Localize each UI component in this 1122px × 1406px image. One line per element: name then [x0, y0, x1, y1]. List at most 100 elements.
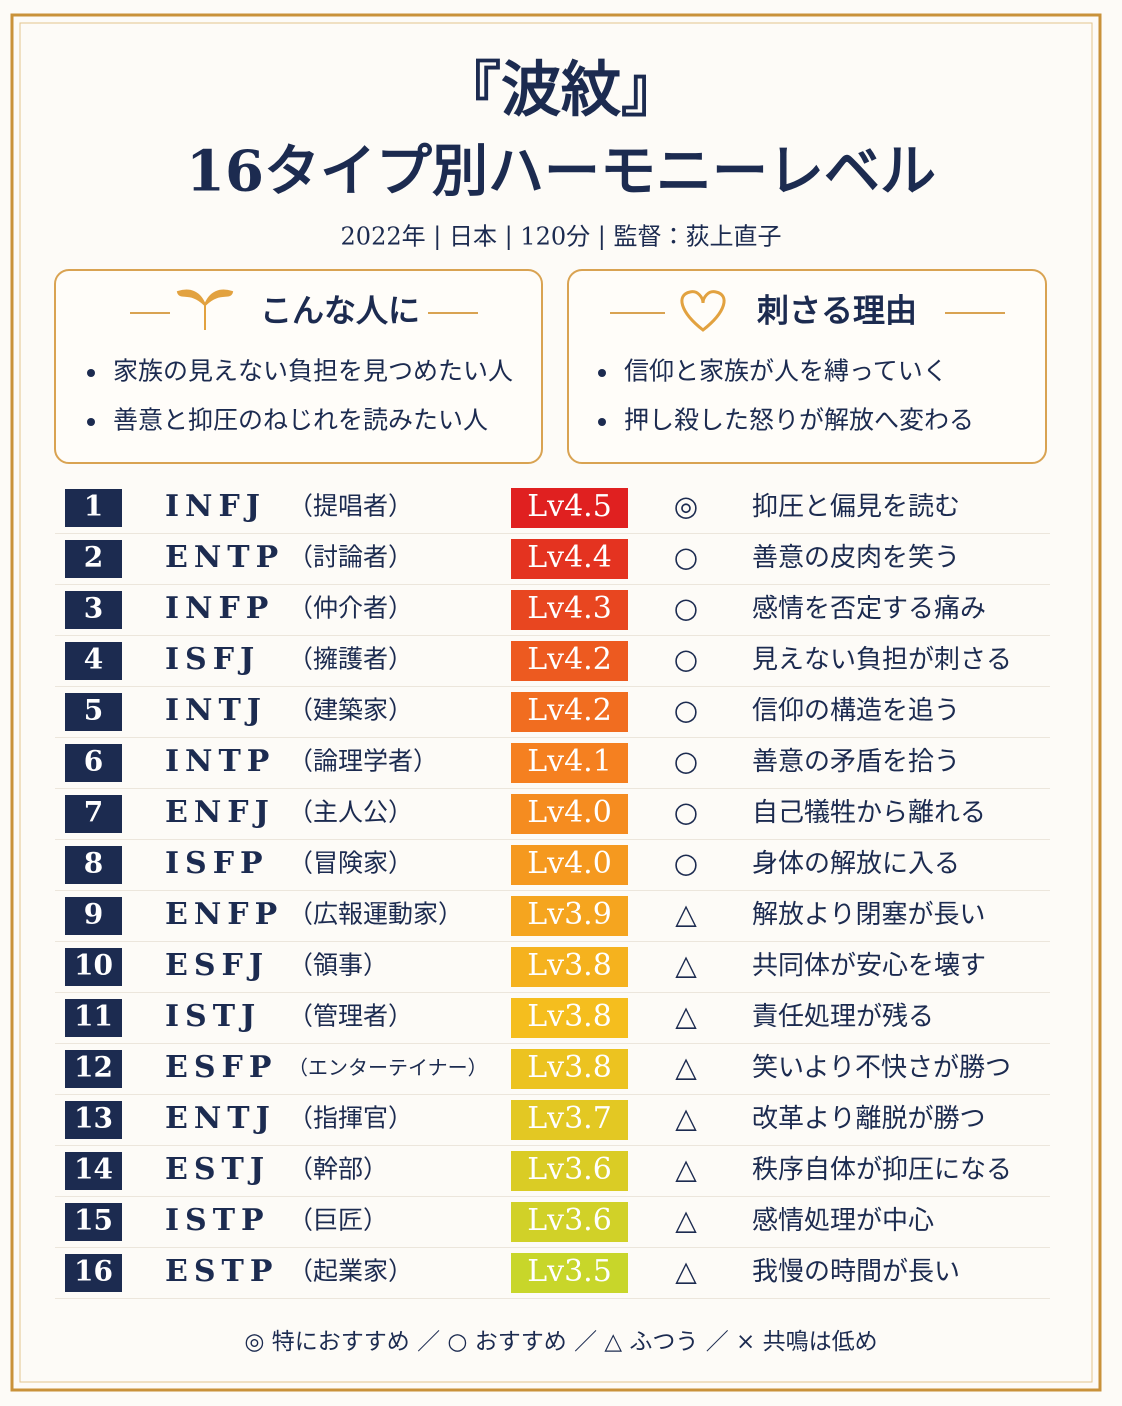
rank-badge	[65, 897, 122, 935]
mark: ○	[674, 541, 698, 574]
type-role: （領事）	[288, 951, 388, 980]
level: Lv3.9	[527, 897, 612, 932]
type-code: INTJ	[165, 693, 267, 728]
level-badge	[511, 692, 628, 732]
level: Lv3.6	[527, 1203, 612, 1238]
box	[54, 269, 543, 464]
mark: △	[675, 1051, 697, 1084]
level-badge	[511, 539, 628, 579]
mark: ◎	[674, 490, 698, 523]
rank-badge	[65, 1101, 122, 1139]
box-item: 家族の見えない負担を見つめたい人	[113, 357, 513, 386]
box-item: 善意と抑圧のねじれを読みたい人	[113, 406, 488, 435]
comment: 信仰の構造を追う	[752, 696, 960, 726]
box-heading: 刺さる理由	[757, 292, 917, 330]
comment: 抑圧と偏見を読む	[752, 492, 960, 522]
type-role: （仲介者）	[288, 594, 413, 623]
rank-badge	[65, 744, 122, 782]
level: Lv3.8	[527, 948, 612, 983]
type-role: （擁護者）	[288, 645, 413, 674]
level: Lv4.2	[527, 693, 612, 728]
rank: 1	[84, 490, 103, 523]
type-role: （主人公）	[288, 798, 413, 827]
level-badge	[511, 743, 628, 783]
box-item: 信仰と家族が人を縛っていく	[624, 357, 948, 386]
type-code: INTP	[165, 744, 275, 779]
type-code: ENFP	[165, 897, 283, 932]
type-code: ENTP	[165, 540, 284, 575]
rank-badge	[65, 948, 122, 986]
rank: 6	[84, 745, 103, 778]
rank-badge	[65, 1152, 122, 1190]
mark: △	[675, 1000, 697, 1033]
type-code: ISFJ	[165, 642, 260, 677]
type-code: ISTJ	[165, 999, 261, 1034]
type-code: ESTJ	[165, 1152, 270, 1187]
rank: 11	[74, 1000, 113, 1033]
rank-badge	[65, 1254, 122, 1292]
level-badge	[511, 1202, 628, 1242]
comment: 感情を否定する痛み	[752, 594, 986, 624]
type-code: INFJ	[165, 489, 266, 524]
type-role: （幹部）	[288, 1155, 388, 1184]
rank-badge	[65, 999, 122, 1037]
level: Lv4.1	[527, 744, 612, 779]
frame	[10, 13, 1102, 1392]
box	[567, 269, 1047, 464]
rank: 4	[84, 643, 103, 676]
type-code: ENFJ	[165, 795, 275, 830]
rank: 10	[74, 949, 113, 982]
mark: ○	[674, 643, 698, 676]
rank: 8	[84, 847, 103, 880]
frame-inner	[19, 22, 1093, 1383]
rank-badge	[65, 540, 122, 578]
comment: 見えない負担が刺さる	[752, 645, 1012, 675]
level: Lv4.2	[527, 642, 612, 677]
level-badge	[511, 1151, 628, 1191]
level-badge	[511, 896, 628, 936]
type-role: （冒険家）	[288, 849, 413, 878]
mark: ○	[674, 694, 698, 727]
heart-icon	[680, 290, 726, 332]
level: Lv4.0	[527, 846, 612, 881]
comment: 改革より離脱が勝つ	[752, 1104, 985, 1134]
sprout-icon	[176, 289, 234, 330]
legend: ◎ 特におすすめ ／ ○ おすすめ ／ △ ふつう ／ × 共鳴は低め	[244, 1329, 877, 1355]
comment: 笑いより不快さが勝つ	[752, 1053, 1011, 1083]
mark: ○	[674, 592, 698, 625]
title: 『波紋』	[441, 56, 681, 126]
type-role: （討論者）	[288, 543, 413, 572]
level: Lv3.8	[527, 999, 612, 1034]
type-role: （巨匠）	[288, 1206, 388, 1235]
type-role: （広報運動家）	[288, 900, 463, 929]
type-code: ENTJ	[165, 1101, 276, 1136]
mark: △	[675, 1102, 697, 1135]
level-badge	[511, 845, 628, 885]
level: Lv3.6	[527, 1152, 612, 1187]
rank-badge	[65, 846, 122, 884]
comment: 責任処理が残る	[752, 1002, 934, 1032]
mark: △	[675, 898, 697, 931]
box-item: 押し殺した怒りが解放へ変わる	[624, 406, 974, 435]
bullet	[87, 369, 95, 377]
subtitle: 16タイプ別ハーモニーレベル	[186, 139, 936, 205]
rank: 15	[74, 1204, 113, 1237]
type-code: ISFP	[165, 846, 269, 881]
box-heading: こんな人に	[260, 292, 420, 330]
rank-badge	[65, 795, 122, 833]
level-badge	[511, 641, 628, 681]
type-role: （論理学者）	[288, 747, 438, 776]
type-role: （起業家）	[288, 1257, 413, 1286]
level: Lv4.4	[527, 540, 612, 575]
rank-badge	[65, 1203, 122, 1241]
meta: 2022年 | 日本 | 120分 | 監督：荻上直子	[341, 223, 782, 252]
rank-badge	[65, 489, 122, 527]
rank-badge	[65, 591, 122, 629]
level: Lv3.8	[527, 1050, 612, 1085]
comment: 共同体が安心を壊す	[752, 951, 986, 981]
type-code: ESFP	[165, 1050, 277, 1085]
mark: △	[675, 1255, 697, 1288]
